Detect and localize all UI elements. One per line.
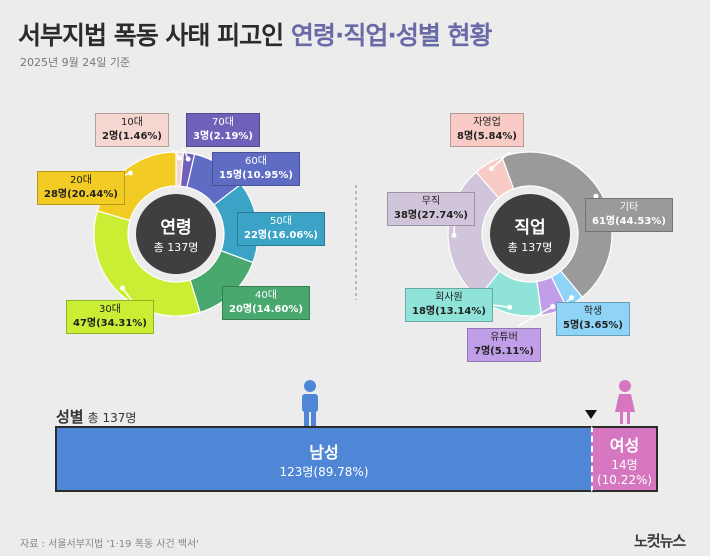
age-callout-category-4: 40대 <box>254 290 277 301</box>
age-callout-category-5: 30대 <box>98 304 121 315</box>
age-callout-5: 30대 47명(34.31%) <box>66 300 154 334</box>
job-callout-category-2: 유튜버 <box>490 332 518 343</box>
job-callout-dot-4 <box>451 232 457 238</box>
job-callout-dot-2 <box>550 304 556 310</box>
job-callout-category-0: 기타 <box>619 202 639 213</box>
date-label: 2025년 9월 24일 기준 <box>20 56 131 69</box>
job-callout-1: 학생 5명(3.65%) <box>556 302 630 336</box>
job-callout-value-5: 8명(5.84%) <box>457 131 517 142</box>
age-callout-dot-0 <box>176 155 182 161</box>
job-callout-category-1: 학생 <box>583 306 603 317</box>
male-label: 남성 <box>309 442 339 462</box>
female-bar: 여성 14명(10.22%) <box>591 426 658 492</box>
gender-title: 성별 <box>56 408 84 426</box>
page-title: 서부지법 폭동 사태 피고인 연령·직업·성별 현황 <box>18 16 493 52</box>
female-person-icon <box>615 380 635 424</box>
female-count: 14명(10.22%) <box>596 457 653 487</box>
source-text: 자료 : 서울서부지법 '1·19 폭동 사건 백서' <box>20 539 200 550</box>
title-part2: 연령·직업·성별 현황 <box>290 21 493 50</box>
male-person-icon <box>302 380 318 426</box>
job-callout-value-4: 38명(27.74%) <box>394 210 468 221</box>
age-callout-4: 40대 20명(14.60%) <box>222 286 310 320</box>
job-callout-dot-3 <box>507 304 513 310</box>
age-callout-value-6: 28명(20.44%) <box>44 189 118 200</box>
job-callout-4: 무직 38명(27.74%) <box>387 192 475 226</box>
age-callout-dot-1 <box>185 156 191 162</box>
job-callout-dot-1 <box>569 295 575 301</box>
job-callout-value-2: 7명(5.11%) <box>474 346 534 357</box>
age-callout-category-0: 10대 <box>121 117 143 128</box>
male-count: 123명(89.78%) <box>279 464 369 479</box>
job-callout-2: 유튜버 7명(5.11%) <box>467 328 541 362</box>
age-callout-value-2: 15명(10.95%) <box>219 170 293 181</box>
job-center-subtitle: 총 137명 <box>508 241 553 254</box>
title-part1: 서부지법 폭동 사태 피고인 <box>18 21 284 50</box>
job-callout-3: 회사원 18명(13.14%) <box>405 288 493 322</box>
brand-logo: 노컷뉴스 <box>634 532 686 550</box>
age-callout-value-1: 3명(2.19%) <box>193 131 253 142</box>
job-center-title: 직업 <box>514 218 545 238</box>
age-callout-category-1: 70대 <box>212 117 234 128</box>
job-callout-dot-0 <box>593 193 599 199</box>
age-center-subtitle: 총 137명 <box>154 241 199 254</box>
gender-chart-title: 성별 총 137명 <box>56 406 136 427</box>
job-slice-5 <box>475 156 515 199</box>
age-callout-value-0: 2명(1.46%) <box>102 131 162 142</box>
job-slice-0 <box>501 151 613 298</box>
male-bar: 남성 123명(89.78%) <box>55 426 591 492</box>
job-center-circle <box>490 194 570 274</box>
age-callout-category-2: 60대 <box>244 156 267 167</box>
age-callout-value-5: 47명(34.31%) <box>73 318 147 329</box>
age-callout-dot-6 <box>127 170 133 176</box>
job-callout-category-4: 무직 <box>421 196 441 207</box>
people-icons <box>302 380 635 426</box>
job-callout-line-5 <box>490 151 511 170</box>
job-callout-value-3: 18명(13.14%) <box>412 306 486 317</box>
job-callout-category-5: 자영업 <box>473 117 501 128</box>
age-callout-value-3: 22명(16.06%) <box>244 230 318 241</box>
job-callout-5: 자영업 8명(5.84%) <box>450 113 524 147</box>
age-callout-value-4: 20명(14.60%) <box>229 304 303 315</box>
job-callout-0: 기타 61명(44.53%) <box>585 198 673 232</box>
job-callout-dot-5 <box>488 166 494 172</box>
female-label: 여성 <box>609 435 640 455</box>
job-callout-line-2 <box>517 305 554 327</box>
job-callout-value-0: 61명(44.53%) <box>592 216 666 227</box>
age-callout-0: 10대 2명(1.46%) <box>95 113 169 147</box>
job-callout-value-1: 5명(3.65%) <box>563 320 623 331</box>
age-callout-3: 50대 22명(16.06%) <box>237 212 325 246</box>
age-callout-dot-5 <box>120 285 126 291</box>
age-callout-2: 60대 15명(10.95%) <box>212 152 300 186</box>
marker-arrow <box>585 410 597 419</box>
age-callout-6: 20대 28명(20.44%) <box>37 171 125 205</box>
age-callout-category-6: 20대 <box>69 175 92 186</box>
gender-subtitle: 총 137명 <box>87 411 137 425</box>
age-callout-1: 70대 3명(2.19%) <box>186 113 260 147</box>
job-callout-category-3: 회사원 <box>435 292 463 303</box>
age-callout-category-3: 50대 <box>269 216 292 227</box>
age-center-circle <box>136 194 216 274</box>
age-center-title: 연령 <box>160 217 191 238</box>
